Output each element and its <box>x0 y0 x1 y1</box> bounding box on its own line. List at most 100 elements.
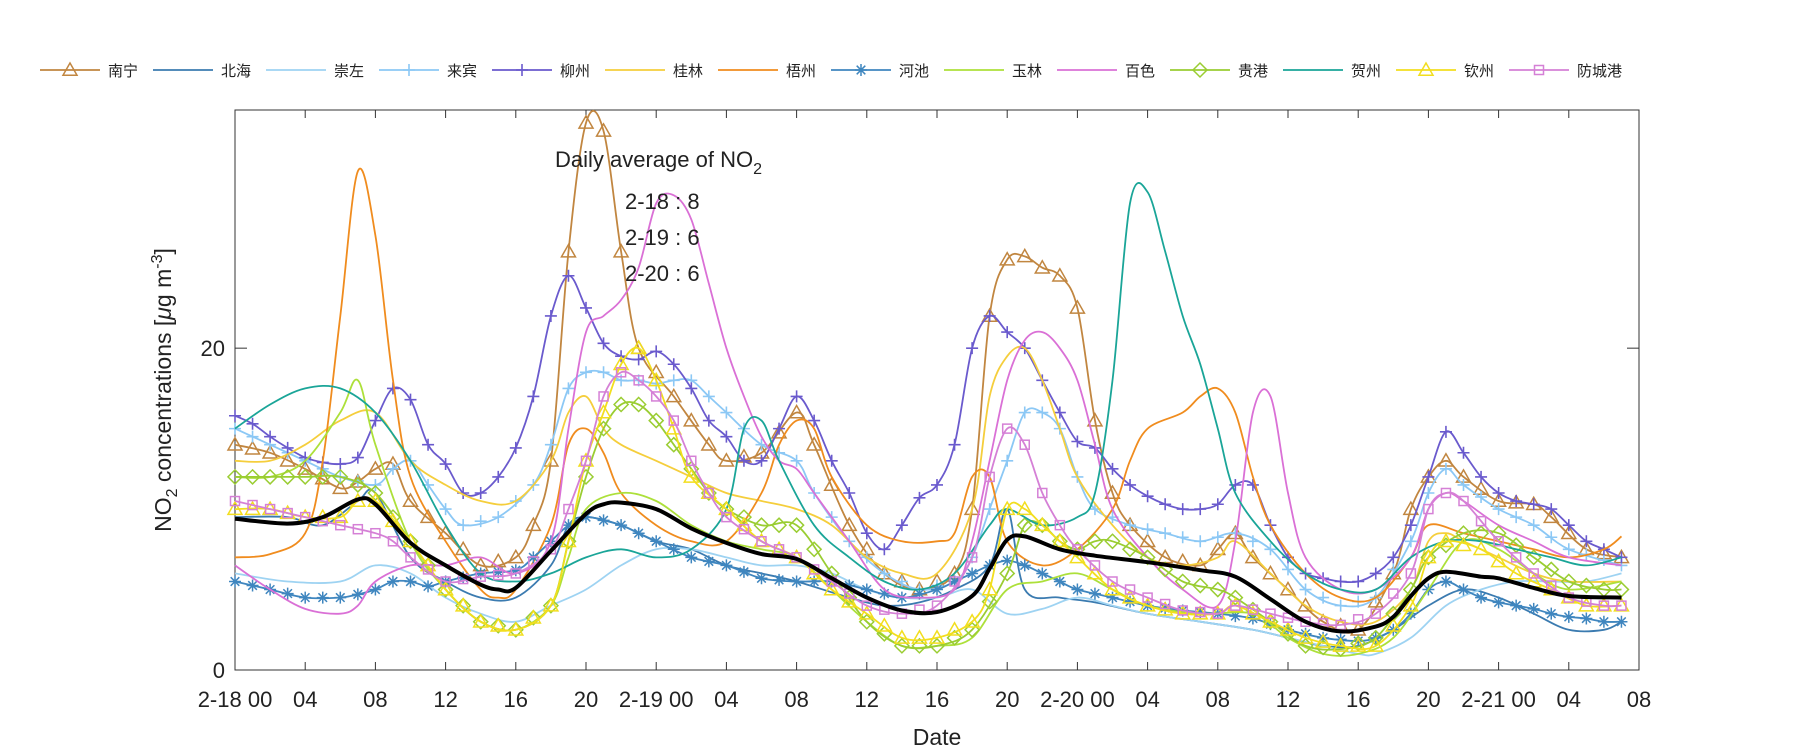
series-4-point-11 <box>422 438 435 451</box>
series-4-point-32 <box>790 390 803 403</box>
x-axis-label: Date <box>913 724 962 750</box>
series-13-point-44 <box>1001 423 1013 434</box>
series-line-11 <box>234 182 1622 594</box>
series-10-point-71 <box>1472 525 1490 542</box>
series-4-point-68 <box>1422 470 1435 483</box>
series-3-point-45 <box>1018 406 1031 419</box>
series-3-point-12 <box>439 503 452 516</box>
series-13-point-74 <box>1528 568 1539 579</box>
series-0-point-49 <box>1086 412 1104 427</box>
series-12-point-72 <box>1490 552 1507 568</box>
series-12-point-1 <box>244 500 261 516</box>
series-12-point-19 <box>560 532 577 548</box>
series-3-point-59 <box>1264 543 1277 556</box>
series-13-point-24 <box>650 391 662 402</box>
legend-label-9: 百色 <box>1125 62 1155 80</box>
series-3-point-63 <box>1334 599 1347 612</box>
series-13-point-7 <box>352 523 364 535</box>
series-12-point-70 <box>1455 536 1472 552</box>
series-10-point-62 <box>1315 639 1332 656</box>
series-13-point-28 <box>721 511 732 523</box>
series-3-point-53 <box>1159 527 1172 540</box>
series-13-point-0 <box>229 495 241 507</box>
series-0-point-27 <box>700 436 718 451</box>
x-tick-label-16: 16 <box>1346 687 1370 712</box>
series-7-point-25 <box>667 543 680 556</box>
series-0-point-42 <box>963 500 981 516</box>
series-12-point-22 <box>612 355 630 371</box>
series-4-point-23 <box>632 353 645 366</box>
series-7-point-47 <box>1053 575 1066 588</box>
series-0-point-60 <box>1279 581 1297 596</box>
series-10-point-55 <box>1192 577 1209 594</box>
y-axis-label: NO2 concentrations [μg m-3] <box>149 248 181 532</box>
series-3-point-56 <box>1211 531 1224 544</box>
series-7-point-49 <box>1088 587 1101 600</box>
series-13-point-52 <box>1142 592 1153 603</box>
series-7-point-37 <box>878 587 891 600</box>
series-12-point-65 <box>1367 637 1385 652</box>
annotation-title: Daily average of NO2 <box>555 147 762 178</box>
series-0-point-46 <box>1034 259 1051 274</box>
series-4-point-30 <box>755 454 768 467</box>
series-3-point-61 <box>1299 583 1312 596</box>
series-4-point-74 <box>1527 498 1540 511</box>
series-10-point-65 <box>1367 629 1384 646</box>
series-7-point-46 <box>1036 567 1049 580</box>
series-12-point-59 <box>1262 613 1279 628</box>
series-12-point-58 <box>1244 605 1262 620</box>
series-12-point-51 <box>1121 589 1139 604</box>
series-3-point-74 <box>1527 519 1540 532</box>
series-13-point-56 <box>1212 608 1224 619</box>
series-4-point-52 <box>1141 490 1154 503</box>
legend-item-12: 钦州 <box>1396 61 1494 80</box>
series-10-point-76 <box>1560 573 1577 590</box>
legend-label-4: 柳州 <box>560 62 590 80</box>
series-3-point-25 <box>667 374 680 387</box>
series-13-point-72 <box>1493 536 1504 547</box>
series-4-point-8 <box>369 414 382 427</box>
series-10-point-15 <box>490 617 507 634</box>
x-tick-label-14: 08 <box>1206 687 1230 712</box>
series-7-point-67 <box>1404 607 1417 620</box>
series-13-point-78 <box>1598 600 1610 611</box>
y-label-text: concentrations [ <box>150 319 176 488</box>
series-10-point-12 <box>437 581 454 598</box>
legend-label-5: 桂林 <box>673 62 703 80</box>
legend-item-10: 贵港 <box>1170 61 1268 80</box>
series-13-point-65 <box>1370 608 1381 619</box>
series-13-point-41 <box>949 576 960 587</box>
series-3-point-9 <box>386 462 399 475</box>
series-7-point-6 <box>334 591 347 604</box>
series-11 <box>234 182 1622 594</box>
legend-label-0: 南宁 <box>108 62 138 80</box>
series-4-point-44 <box>1001 326 1014 339</box>
legend-item-5: 桂林 <box>605 62 703 80</box>
series-12-point-71 <box>1472 540 1490 556</box>
series-0-point-11 <box>419 508 437 524</box>
series-13-point-19 <box>563 503 574 515</box>
series-0-point-58 <box>1244 548 1262 564</box>
series-5 <box>234 345 1622 626</box>
series-4-point-72 <box>1492 486 1505 499</box>
series-12-point-66 <box>1385 617 1402 632</box>
series-12 <box>226 339 1630 652</box>
series-10-point-16 <box>507 621 524 638</box>
series-13-point-15 <box>493 569 504 581</box>
series-12-point-12 <box>437 581 454 596</box>
series-3-point-27 <box>702 390 715 403</box>
x-tick-label-2: 08 <box>363 687 387 712</box>
series-4-point-69 <box>1439 425 1452 438</box>
series-12-point-16 <box>507 621 525 636</box>
x-tick-label-6: 2-19 00 <box>619 687 694 712</box>
axis-ticks <box>234 110 1640 671</box>
series-13-point-10 <box>405 552 416 563</box>
series-4-point-51 <box>1124 478 1137 491</box>
series-13-point-54 <box>1177 605 1188 616</box>
series-3-point-71 <box>1475 491 1488 504</box>
series-7-point-3 <box>281 587 294 600</box>
series-4-point-15 <box>492 470 505 483</box>
series-12-point-60 <box>1279 621 1297 636</box>
x-tick-label-20: 08 <box>1627 687 1651 712</box>
series-7-point-61 <box>1299 627 1312 640</box>
